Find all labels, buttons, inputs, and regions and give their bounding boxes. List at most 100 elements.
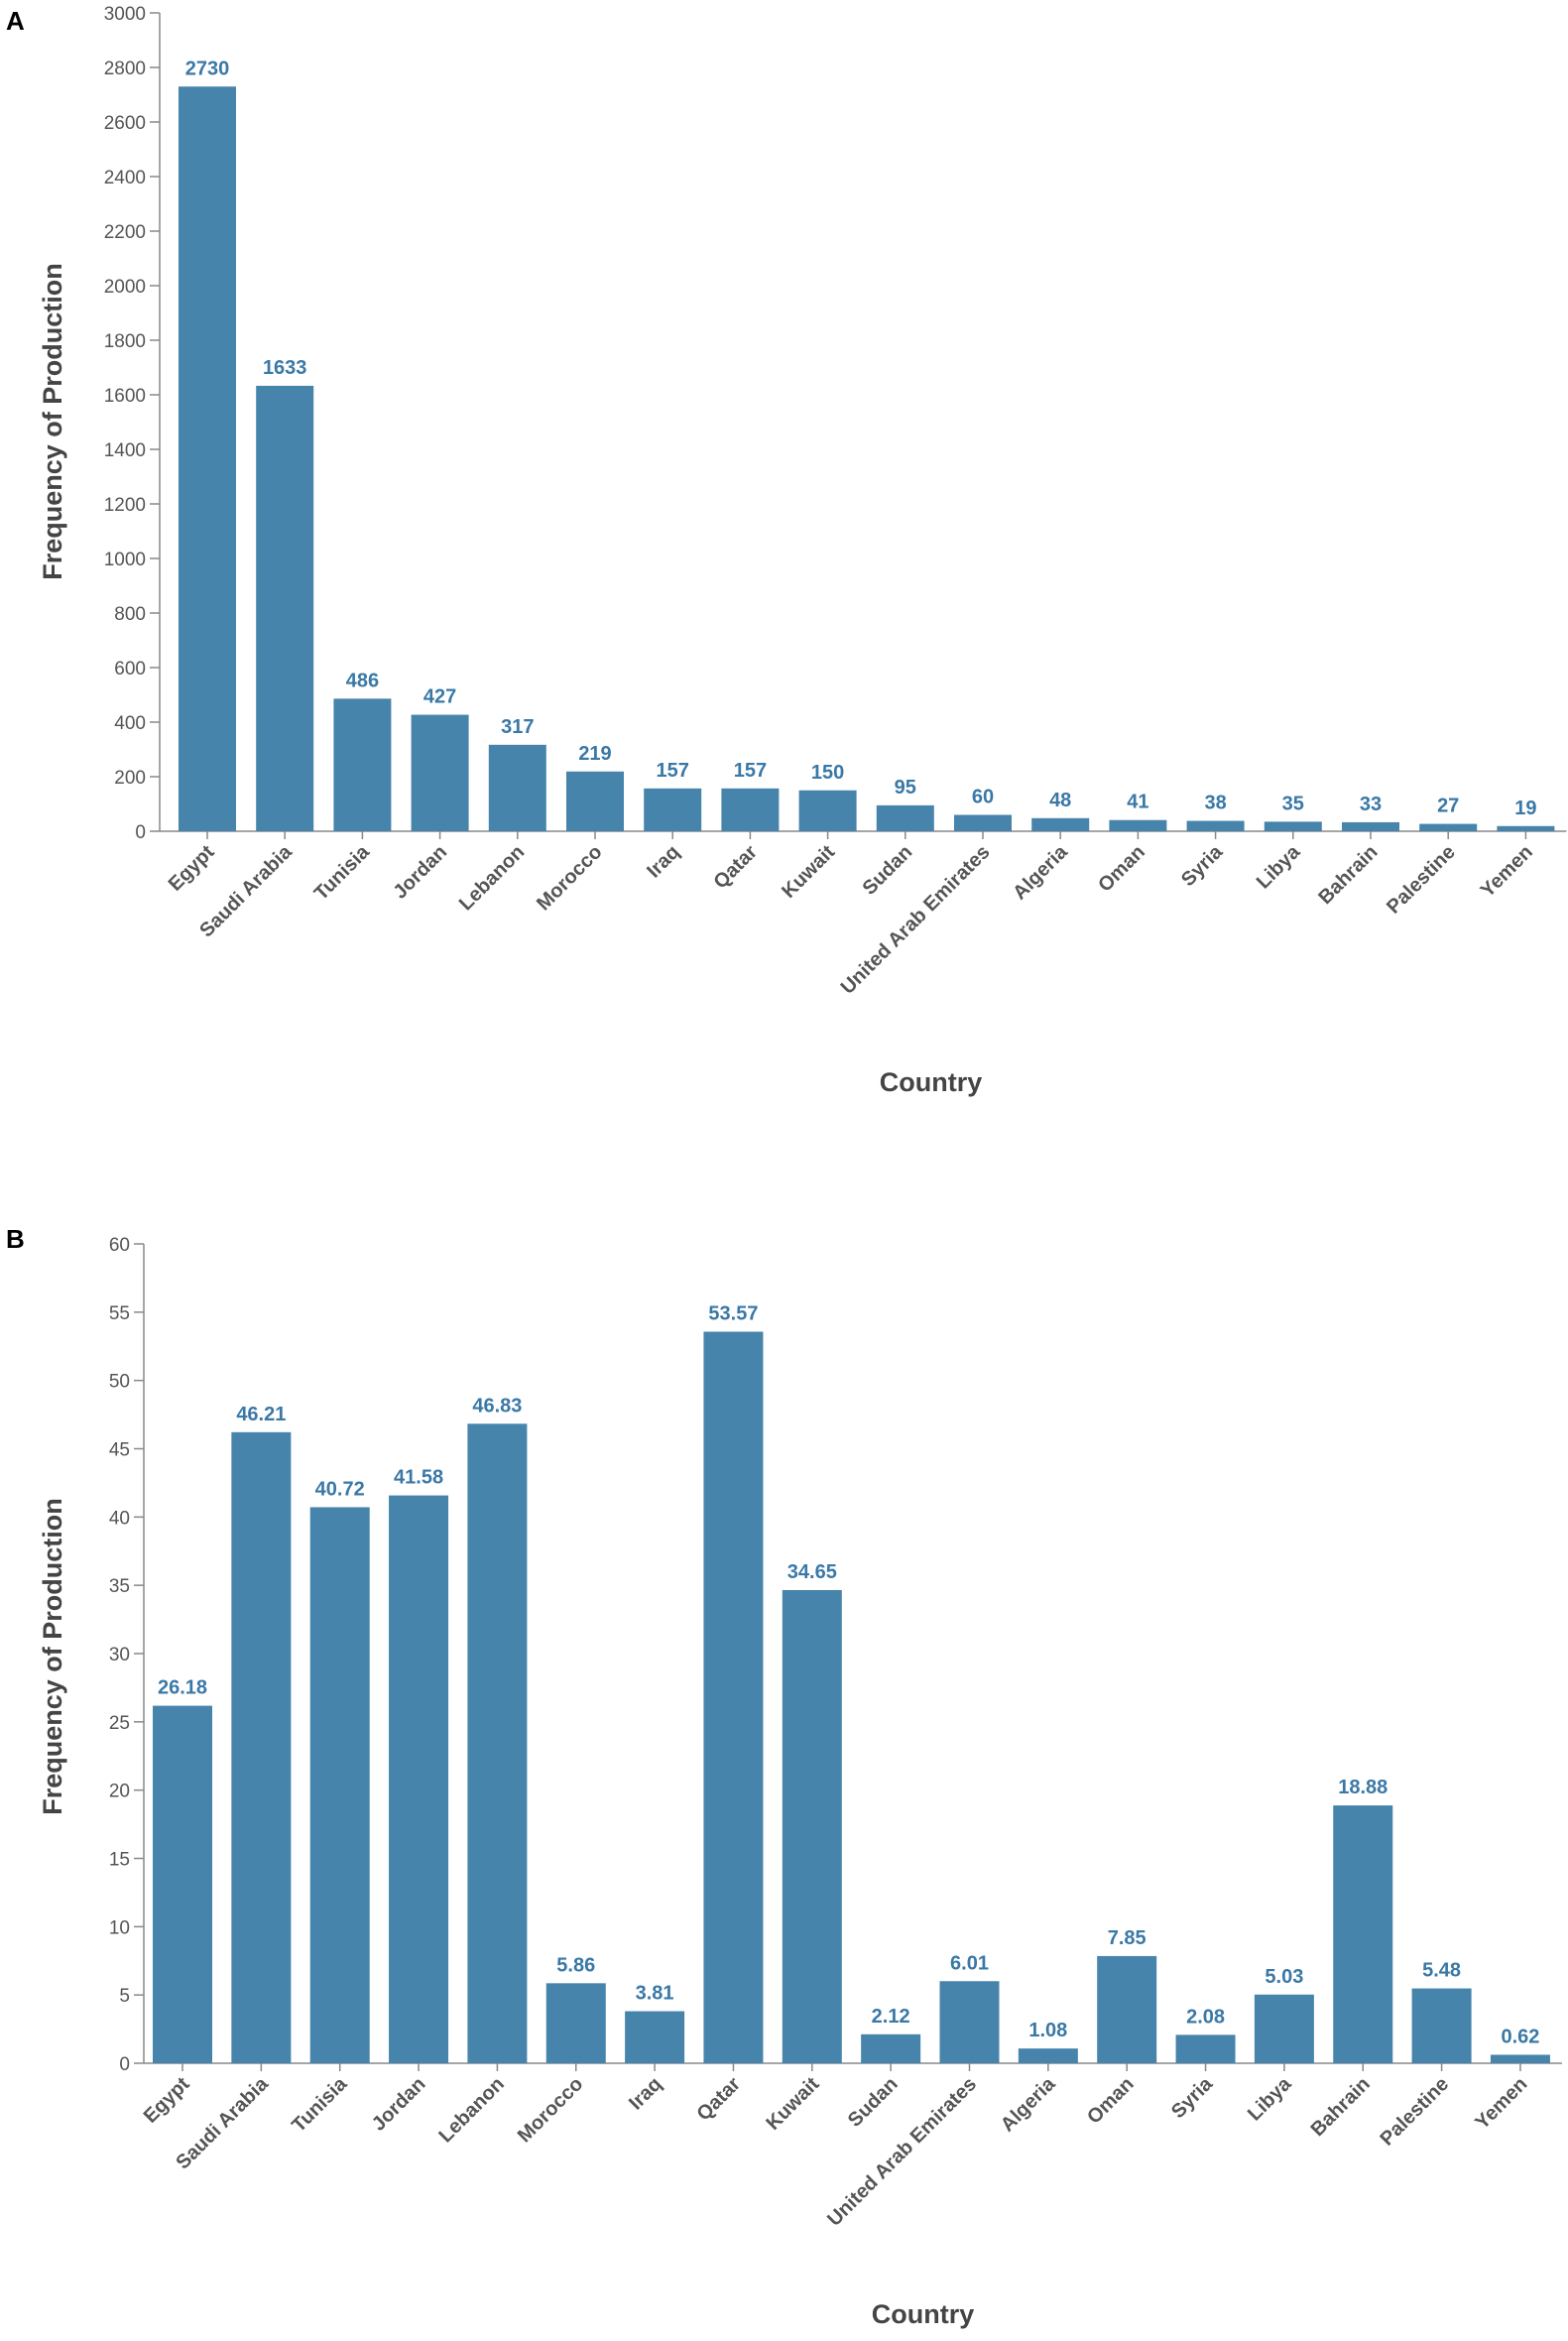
x-tick-label: Qatar <box>692 2073 745 2126</box>
x-tick-label: Syria <box>1177 840 1228 891</box>
x-tick-label: Libya <box>1244 2072 1296 2125</box>
chart-b: 0 5 10 15 20 25 30 35 40 45 50 55 60 26.18 Egypt 46.21 S… <box>38 1235 1562 2329</box>
y-tick-label: 2800 <box>104 59 146 79</box>
bar-libya <box>1254 1994 1314 2063</box>
y-tick-label: 1800 <box>104 331 146 352</box>
bar-bahrain <box>1342 821 1399 831</box>
data-label: 46.21 <box>236 1404 286 1425</box>
bar-saudi-arabia <box>256 385 314 831</box>
x-tick-label: Palestine <box>1376 2073 1453 2151</box>
y-tick-label: 0 <box>119 2054 130 2075</box>
x-tick-label: Lebanon <box>434 2073 508 2147</box>
bar-egypt <box>179 86 236 831</box>
y-tick-label: 5 <box>119 1986 130 2007</box>
bar-tunisia <box>333 698 392 831</box>
bar-syria <box>1186 820 1245 831</box>
chart-a: 0 200 400 600 800 1000 1200 1400 1600 1800 2000 220… <box>38 4 1567 1097</box>
bar-tunisia <box>309 1507 370 2063</box>
data-label: 157 <box>734 760 767 782</box>
x-tick-label: Sudan <box>844 2073 903 2132</box>
y-tick-label: 800 <box>114 604 146 625</box>
x-tick-label: Yemen <box>1477 841 1537 902</box>
data-label: 41 <box>1127 792 1148 813</box>
data-label: 5.48 <box>1422 1960 1461 1982</box>
bar-qatar <box>703 1331 764 2063</box>
y-tick-label: 2000 <box>104 277 146 298</box>
bar-sudan <box>876 804 934 831</box>
y-tick-label: 15 <box>109 1850 130 1871</box>
x-tick-label: United Arab Emirates <box>837 841 995 999</box>
x-tick-label: Tunisia <box>288 2072 352 2137</box>
bar-kuwait <box>782 1589 842 2063</box>
bar-qatar <box>721 788 780 831</box>
x-tick-label: Libya <box>1253 840 1305 893</box>
data-label: 1633 <box>263 357 307 379</box>
data-label: 157 <box>657 760 689 782</box>
data-label: 40.72 <box>315 1478 365 1500</box>
x-tick-label: Yemen <box>1471 2073 1531 2134</box>
data-label: 150 <box>811 762 844 784</box>
data-label: 5.86 <box>556 1954 595 1976</box>
bar-kuwait <box>798 790 857 831</box>
y-tick-label: 45 <box>109 1440 130 1461</box>
x-tick-label: Iraq <box>643 841 683 882</box>
x-tick-label: Jordan <box>368 2073 430 2136</box>
x-tick-label: United Arab Emirates <box>823 2073 981 2231</box>
y-axis-title-a: Frequency of Production <box>38 263 67 580</box>
data-label: 48 <box>1049 790 1071 811</box>
y-tick-label: 50 <box>109 1372 130 1393</box>
data-label: 53.57 <box>708 1303 758 1325</box>
data-label: 60 <box>972 787 994 808</box>
x-tick-label: Kuwait <box>762 2073 823 2135</box>
data-label: 219 <box>578 743 611 765</box>
x-tick-label: Algeria <box>1009 840 1072 904</box>
bar-egypt <box>153 1705 212 2063</box>
x-tick-label: Egypt <box>140 2073 194 2128</box>
bar-morocco <box>545 1983 606 2063</box>
x-tick-label: Morocco <box>514 2073 587 2147</box>
data-label: 46.83 <box>472 1395 522 1417</box>
data-label: 1.08 <box>1028 2020 1067 2041</box>
y-axis-title-b: Frequency of Production <box>38 1498 67 1815</box>
data-label: 41.58 <box>394 1467 443 1489</box>
x-tick-label: Kuwait <box>778 841 839 903</box>
data-label: 5.03 <box>1265 1966 1303 1988</box>
data-label: 2.08 <box>1186 2006 1225 2028</box>
y-tick-label: 2200 <box>104 222 146 243</box>
y-tick-label: 200 <box>114 768 146 789</box>
data-label: 38 <box>1204 793 1226 814</box>
data-label: 7.85 <box>1108 1927 1146 1949</box>
bar-iraq <box>625 2011 685 2063</box>
data-label: 3.81 <box>636 1983 674 2005</box>
y-tick-label: 0 <box>135 822 146 843</box>
data-label: 2.12 <box>872 2006 910 2028</box>
data-label: 18.88 <box>1338 1777 1387 1798</box>
y-tick-label: 40 <box>109 1508 130 1529</box>
y-tick-label: 35 <box>109 1576 130 1597</box>
y-tick-label: 1600 <box>104 386 146 407</box>
x-tick-label: Algeria <box>997 2072 1060 2136</box>
x-tick-label: Egypt <box>165 841 219 896</box>
x-axis-title-b: Country <box>872 2299 975 2329</box>
y-tick-label: 1200 <box>104 495 146 516</box>
x-tick-label: Lebanon <box>455 841 529 915</box>
bar-oman <box>1097 1955 1157 2063</box>
bar-lebanon <box>467 1423 528 2063</box>
data-label: 27 <box>1437 796 1459 817</box>
x-tick-label: Qatar <box>709 841 762 894</box>
y-tick-label: 3000 <box>104 4 146 25</box>
bar-libya <box>1264 821 1322 831</box>
x-tick-label: Iraq <box>625 2073 665 2114</box>
bar-oman <box>1109 819 1167 831</box>
bar-palestine <box>1419 823 1478 831</box>
bar-lebanon <box>488 744 546 831</box>
panel-label-a: A <box>6 6 25 36</box>
bar-palestine <box>1411 1988 1472 2063</box>
y-tick-label: 10 <box>109 1917 130 1938</box>
bar-syria <box>1175 2034 1236 2063</box>
data-label: 486 <box>346 670 379 691</box>
x-tick-label: Syria <box>1167 2072 1218 2123</box>
data-label: 26.18 <box>158 1677 207 1699</box>
x-tick-label: Sudan <box>859 841 917 900</box>
data-label: 0.62 <box>1501 2026 1539 2047</box>
